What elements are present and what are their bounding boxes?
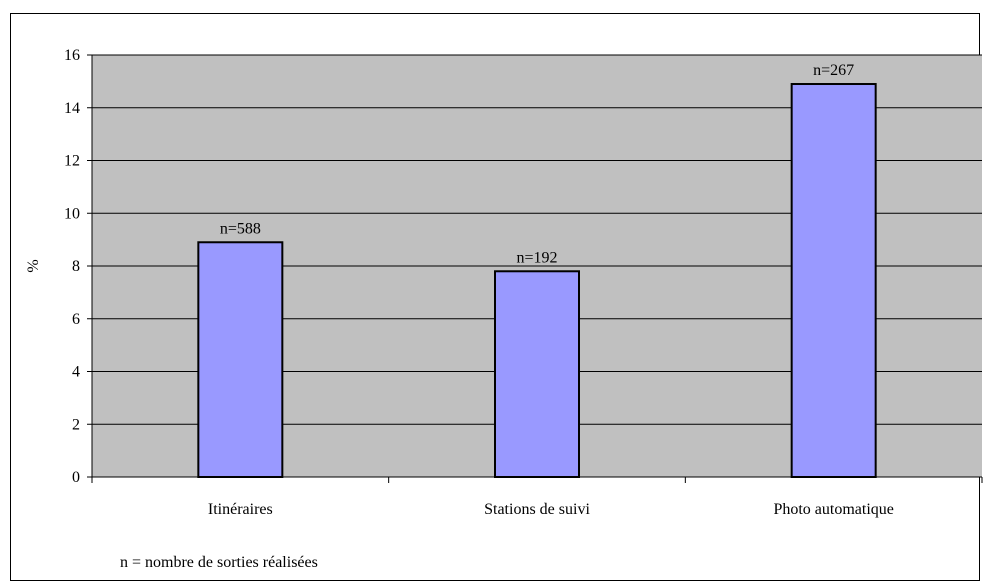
y-axis-label: % [25,259,42,272]
y-tick-label: 4 [72,364,80,381]
category-label: Stations de suivi [484,501,590,518]
axes [87,54,983,483]
y-tick-label: 10 [64,205,80,222]
y-tick-label: 16 [64,47,80,64]
category-label: Photo automatique [773,501,893,518]
data-label: n=267 [813,62,854,79]
data-label: n=192 [516,249,557,266]
y-tick-label: 6 [72,311,80,328]
y-tick-label: 2 [72,416,80,433]
bars [197,83,877,478]
category-labels: Itinéraires Stations de suivi Photo automa… [208,501,894,518]
bar [197,241,284,478]
data-labels: n=588 n=192 n=267 [220,62,854,266]
category-label: Itinéraires [208,501,273,518]
footnote: n = nombre de sorties réalisées [120,554,318,571]
bar [494,270,580,478]
y-tick-label: 8 [72,258,80,275]
y-tick-label: 14 [64,100,80,117]
y-tick-label: 12 [64,153,80,170]
y-tick-labels: 0 2 4 6 8 10 12 14 16 [64,47,80,486]
bar [790,83,877,478]
y-tick-label: 0 [72,469,80,486]
data-label: n=588 [220,220,261,237]
